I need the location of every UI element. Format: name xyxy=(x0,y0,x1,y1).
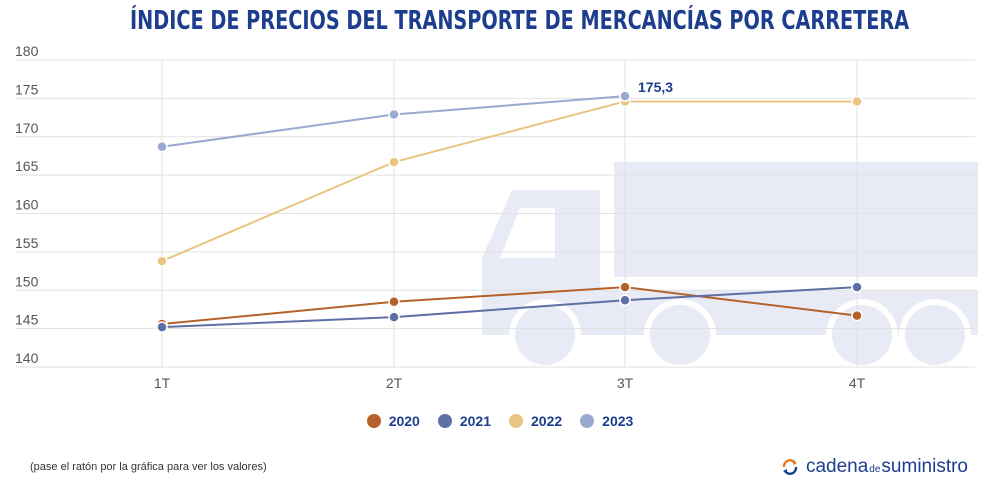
data-point-2020[interactable] xyxy=(851,309,863,322)
y-tick-label: 155 xyxy=(15,235,39,251)
data-label: 175,3 xyxy=(638,79,673,95)
brand-logo[interactable]: cadena de suministro xyxy=(780,456,968,478)
y-tick-label: 165 xyxy=(15,158,39,174)
legend-swatch xyxy=(580,414,595,428)
cycle-arrows-icon xyxy=(782,459,798,475)
hover-hint: (pase el ratón por la gráfica para ver l… xyxy=(30,461,267,473)
chart-title: ÍNDICE DE PRECIOS DEL TRANSPORTE DE MERC… xyxy=(130,6,910,36)
legend-label: 2021 xyxy=(459,413,491,429)
x-tick-label: 2T xyxy=(386,375,403,391)
x-tick-label: 3T xyxy=(617,375,634,391)
line-chart[interactable]: 140 145 150 155 160 165 170 175 180 1T 2T 3T 4T 175… xyxy=(0,0,1000,400)
truck-wheel xyxy=(905,305,965,365)
truck-window xyxy=(500,208,555,258)
truck-wheel xyxy=(832,305,892,365)
series-lines xyxy=(161,95,858,329)
data-point-2021[interactable] xyxy=(619,294,631,306)
y-tick-label: 170 xyxy=(15,120,39,136)
x-tick-label: 1T xyxy=(154,375,171,391)
y-axis-ticks: 140 145 150 155 160 165 170 175 180 xyxy=(15,43,39,366)
data-point-2022[interactable] xyxy=(156,255,168,267)
legend-item-2021[interactable]: 2021 xyxy=(437,413,491,429)
data-point-2022[interactable] xyxy=(388,156,400,168)
y-tick-label: 180 xyxy=(15,43,39,59)
y-tick-label: 160 xyxy=(15,197,39,213)
data-point-2022[interactable] xyxy=(851,95,863,108)
legend-swatch xyxy=(437,414,452,428)
annotations: 175,3 xyxy=(638,79,673,95)
truck-wheel xyxy=(650,305,710,365)
data-point-2020[interactable] xyxy=(619,281,631,293)
logo-text-de: de xyxy=(869,464,881,475)
data-point-2021[interactable] xyxy=(388,311,400,323)
logo-text-suministro: suministro xyxy=(881,456,968,477)
y-tick-label: 175 xyxy=(15,81,39,97)
legend-label: 2023 xyxy=(602,413,634,429)
legend-swatch xyxy=(509,414,523,428)
truck-trailer xyxy=(614,162,978,277)
chart-legend[interactable]: 2020 2021 2022 2023 xyxy=(0,413,1000,429)
truck-cab xyxy=(482,190,600,335)
legend-swatch xyxy=(366,414,381,428)
legend-item-2020[interactable]: 2020 xyxy=(366,413,420,429)
legend-label: 2020 xyxy=(388,413,420,429)
data-point-2023[interactable] xyxy=(619,90,631,102)
series-points[interactable] xyxy=(156,90,863,333)
y-tick-label: 150 xyxy=(15,273,39,289)
y-tick-label: 140 xyxy=(15,350,39,366)
legend-label: 2022 xyxy=(531,413,563,429)
series-line-2020 xyxy=(161,286,858,326)
data-point-2020[interactable] xyxy=(388,296,400,308)
truck-watermark xyxy=(482,162,978,371)
series-line-2021 xyxy=(161,286,858,329)
logo-text-cadena: cadena xyxy=(805,456,869,477)
data-point-2023[interactable] xyxy=(388,108,400,121)
legend-item-2023[interactable]: 2023 xyxy=(580,413,633,429)
x-tick-label: 4T xyxy=(849,375,866,391)
truck-wheel xyxy=(515,305,575,365)
x-axis-ticks: 1T 2T 3T 4T xyxy=(154,375,866,391)
data-point-2021[interactable] xyxy=(156,321,168,333)
data-point-2021[interactable] xyxy=(851,281,863,293)
legend-item-2022[interactable]: 2022 xyxy=(509,413,562,429)
data-point-2023[interactable] xyxy=(156,140,168,153)
y-tick-label: 145 xyxy=(15,312,39,328)
series-line-2022 xyxy=(161,100,857,263)
